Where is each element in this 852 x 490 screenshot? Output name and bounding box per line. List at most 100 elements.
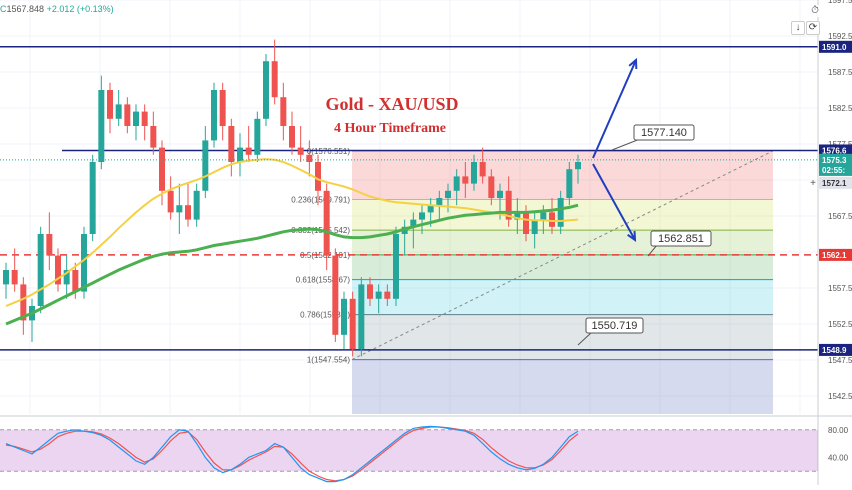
refresh-icon[interactable]: ⟳	[806, 21, 820, 35]
candle-body	[219, 90, 226, 126]
fib-zone-extension	[352, 359, 773, 414]
candle-body	[323, 190, 330, 256]
ma-fast-line	[5, 158, 579, 307]
callout-mid-pointer	[647, 244, 658, 257]
price-tag-label: 1548.9	[822, 346, 847, 355]
chart-title-line1: Gold - XAU/USD	[325, 94, 458, 114]
symbol-change: +2.012 (+0.13%)	[46, 4, 114, 14]
callout-bottom-pointer	[577, 331, 593, 346]
candle-body	[419, 212, 425, 220]
candle-body	[349, 298, 356, 350]
candle-body	[46, 234, 53, 256]
candle-body	[367, 284, 373, 299]
price-tag	[819, 176, 852, 189]
arrow-down-head	[627, 230, 637, 243]
callout-top-pointer	[611, 138, 641, 151]
candle-body	[488, 176, 495, 198]
price-tick-label: 1597.50	[828, 0, 852, 5]
stoch-d-line	[5, 426, 579, 482]
candle-body	[514, 212, 521, 220]
price-tick-label: 1587.50	[828, 68, 852, 77]
callout-top-label: 1577.140	[641, 127, 687, 139]
fib-trend-line	[351, 150, 774, 361]
candle-body	[557, 198, 564, 227]
candle-body	[141, 111, 148, 126]
price-tick-label: 1592.50	[828, 32, 852, 41]
alarm-clock-icon[interactable]: ⏱	[809, 5, 821, 17]
price-tag-label: 1591.0	[822, 43, 847, 52]
callout-bottom-box	[585, 317, 644, 334]
candle-body	[436, 198, 443, 206]
candle-body	[453, 176, 460, 191]
arrow-down	[592, 163, 636, 241]
candle-body	[107, 90, 113, 119]
fib-zone	[352, 254, 773, 280]
candle-body	[63, 270, 70, 285]
candle-body	[566, 169, 573, 198]
chart-title-line2: 4 Hour Timeframe	[334, 121, 446, 136]
candle-body	[306, 154, 313, 162]
fib-zone	[352, 279, 773, 315]
candle-body	[20, 284, 27, 321]
candle-body	[3, 270, 9, 285]
candle-body	[150, 126, 157, 148]
candle-body	[280, 97, 287, 126]
stoch-band	[0, 429, 818, 472]
candle-body	[410, 219, 417, 227]
callout-mid-label: 1562.851	[658, 233, 704, 245]
stoch-tick-label: 80.00	[828, 426, 849, 435]
candle-body	[497, 190, 503, 198]
candle-body	[384, 291, 391, 299]
candle-body	[228, 126, 235, 162]
candle-body	[176, 205, 183, 213]
candle-body	[358, 284, 365, 350]
candle-body	[479, 162, 486, 177]
fib-level-label: 0(1576.551)	[307, 147, 350, 156]
price-tag-label: 02:55:	[822, 166, 845, 175]
price-tag	[819, 144, 852, 157]
candle-body	[159, 147, 165, 191]
price-tick-label: 1582.50	[828, 104, 852, 113]
price-tag	[819, 40, 852, 53]
price-tag	[819, 153, 852, 166]
symbol-price: 1567.848	[6, 4, 45, 14]
candle-body	[375, 291, 382, 299]
callout-bottom-label: 1550.719	[592, 320, 638, 332]
fib-level-label: 0.786(1553.8)	[300, 311, 350, 320]
price-tick-label: 1542.50	[828, 392, 852, 401]
candle-body	[55, 255, 61, 285]
candle-body	[523, 212, 529, 234]
candle-body	[11, 270, 18, 285]
fib-level-label: 0.236(1569.791)	[291, 196, 350, 205]
arrow-down-icon[interactable]: ↓	[791, 21, 805, 35]
candle-body	[37, 234, 44, 306]
fib-level-label: 0.618(1558.67)	[296, 276, 351, 285]
candle-body	[133, 111, 139, 126]
candle-body	[445, 190, 451, 198]
candle-body	[167, 190, 174, 213]
price-tag	[819, 248, 852, 261]
add-alert-icon: +	[810, 178, 816, 189]
candle-body	[393, 234, 399, 299]
candle-body	[211, 90, 217, 141]
candle-body	[549, 212, 555, 227]
ma-slow-line	[5, 203, 579, 326]
price-tick-label: 1567.50	[828, 212, 852, 221]
candle-body	[81, 234, 87, 292]
candle-body	[505, 190, 512, 220]
candle-body	[540, 212, 547, 220]
arrow-up-head	[628, 57, 638, 70]
fib-zone	[352, 314, 773, 360]
candle-body	[254, 118, 261, 155]
candle-body	[341, 298, 347, 335]
candle-body	[115, 104, 122, 119]
price-tag-label: 1572.1	[822, 179, 847, 188]
price-tag-label: 1575.3	[822, 156, 847, 165]
candle-body	[289, 126, 295, 148]
callout-top-box	[633, 124, 695, 141]
candle-body	[531, 219, 538, 234]
candle-body	[98, 90, 105, 162]
price-tag	[819, 163, 852, 176]
